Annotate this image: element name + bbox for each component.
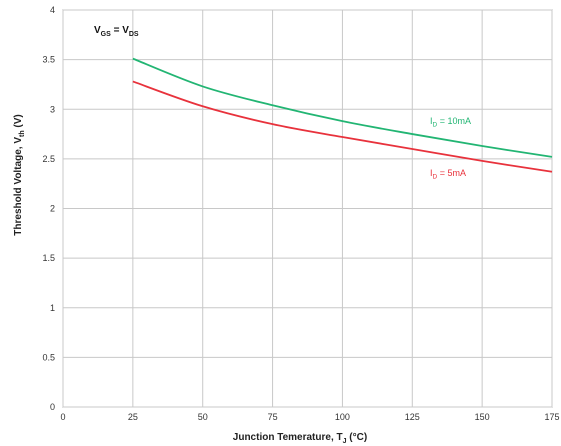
series-line-0 (132, 57, 553, 158)
x-tick-label: 25 (128, 412, 138, 422)
y-tick-label: 1 (50, 303, 55, 313)
y-tick-label: 3 (50, 104, 55, 114)
y-tick-label: 2.5 (42, 154, 55, 164)
x-tick-labels: 0 25 50 75 100 125 150 175 (60, 412, 559, 422)
condition-annotation: VGS = VDS (94, 25, 139, 38)
y-axis-title: Threshold Voltage, Vth (V) (13, 114, 26, 235)
series-label-5ma: ID = 5mA (430, 168, 466, 181)
series-label-10ma: ID = 10mA (430, 116, 471, 129)
x-tick-label: 100 (335, 412, 350, 422)
x-axis-title: Junction Temerature, TJ (°C) (233, 432, 367, 445)
series-line-1 (132, 80, 553, 173)
x-tick-label: 125 (405, 412, 420, 422)
series-lines (132, 57, 553, 173)
y-tick-label: 2 (50, 204, 55, 214)
y-tick-label: 1.5 (42, 253, 55, 263)
y-tick-label: 3.5 (42, 55, 55, 65)
x-tick-label: 0 (60, 412, 65, 422)
x-tick-label: 75 (268, 412, 278, 422)
grid-lines (62, 9, 553, 408)
y-tick-label: 0 (50, 402, 55, 412)
y-tick-labels: 0 0.5 1 1.5 2 2.5 3 3.5 4 (42, 5, 55, 412)
x-tick-label: 50 (198, 412, 208, 422)
y-tick-label: 0.5 (42, 352, 55, 362)
y-tick-label: 4 (50, 5, 55, 15)
x-tick-label: 150 (475, 412, 490, 422)
x-tick-label: 175 (544, 412, 559, 422)
